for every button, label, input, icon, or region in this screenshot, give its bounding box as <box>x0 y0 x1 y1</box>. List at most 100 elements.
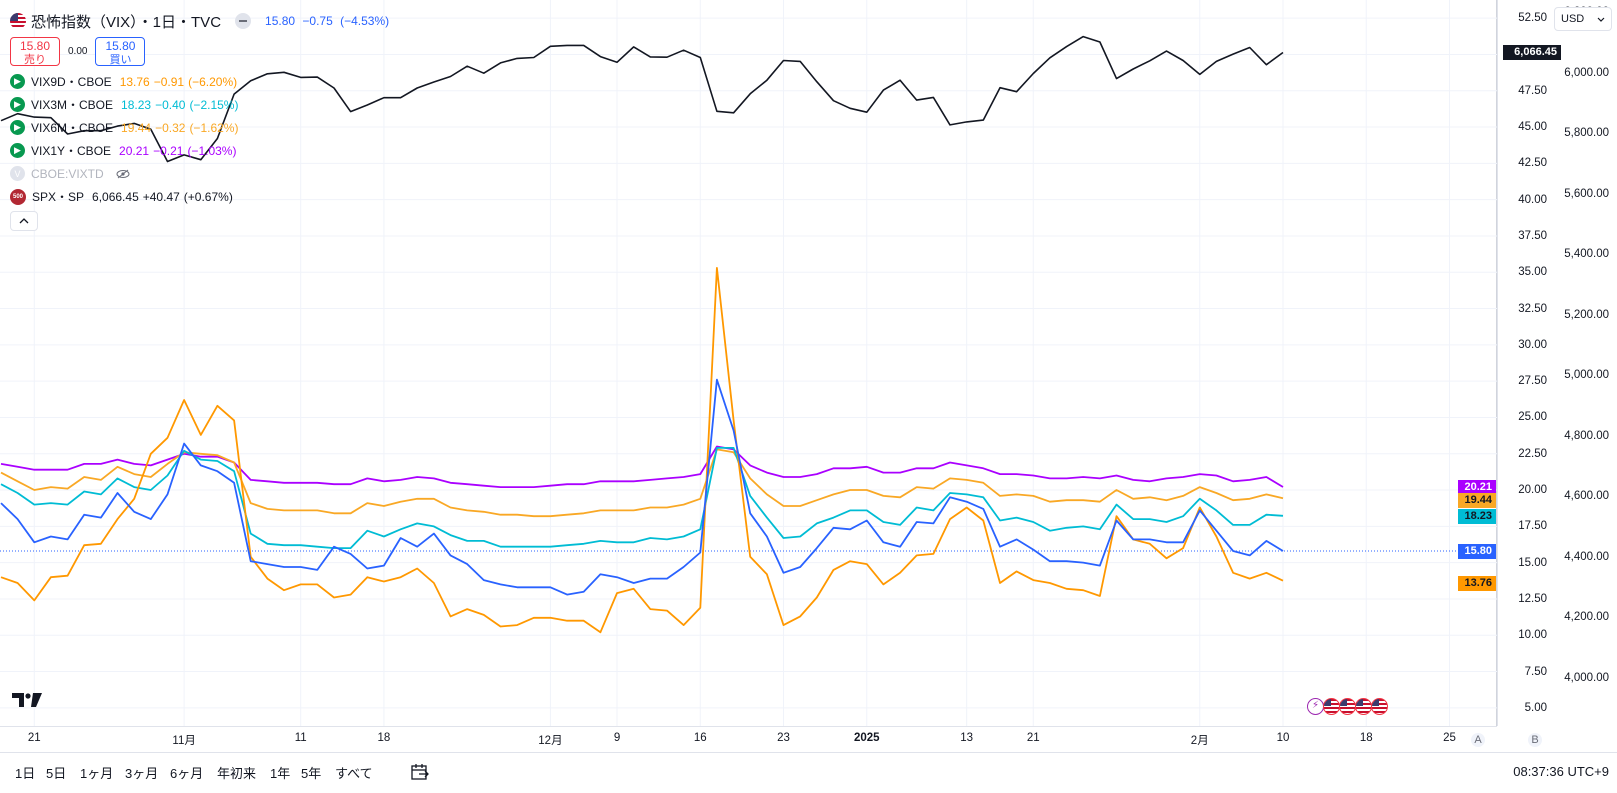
series-line-vix3m <box>0 446 1284 549</box>
spread: 0.00 <box>68 46 88 57</box>
price-label-vix3m: 18.23 <box>1458 508 1496 524</box>
chevron-down-icon <box>1597 17 1605 22</box>
range-button[interactable]: すべて <box>335 766 373 781</box>
left-axis-tick: 32.50 <box>1518 302 1547 315</box>
price-label-vix6m: 19.44 <box>1458 493 1496 509</box>
clock[interactable]: 08:37:36 UTC+9 <box>1513 764 1609 779</box>
left-axis-tick: 40.00 <box>1518 193 1547 206</box>
legend-row-vixtd[interactable]: V CBOE:VIXTD <box>10 162 393 185</box>
series-line-vix <box>0 378 1284 596</box>
series-value: 18.23 <box>121 97 152 112</box>
right-price-axis[interactable]: 6,200.006,000.005,800.005,600.005,400.00… <box>1554 0 1617 726</box>
series-line-vix9d <box>0 266 1284 634</box>
chevron-up-icon <box>19 218 29 224</box>
series-change-pct: (−1.03%) <box>187 143 237 158</box>
range-button[interactable]: 5日 <box>46 766 67 781</box>
legend: 恐怖指数（VIX）・1日・TVC 15.80 −0.75 (−4.53%) 15… <box>10 10 393 231</box>
range-button[interactable]: 5年 <box>301 766 322 781</box>
range-button[interactable]: 1ヶ月 <box>80 766 114 781</box>
price-label-vix1y: 20.21 <box>1458 480 1496 495</box>
time-axis-tick: 10 <box>1276 732 1290 744</box>
price-label-vix9d: 13.76 <box>1458 575 1496 591</box>
legend-row-vix1y[interactable]: ▶ VIX1Y・CBOE 20.21 −0.21 (−1.03%) <box>10 139 393 162</box>
range-button[interactable]: 6ヶ月 <box>170 766 204 781</box>
left-axis-tick: 37.50 <box>1518 229 1547 242</box>
right-axis-tick: 5,200.00 <box>1564 308 1609 321</box>
range-button[interactable]: 年初来 <box>217 766 257 781</box>
range-button[interactable]: 1年 <box>270 766 291 781</box>
us-flag-event-icon[interactable] <box>1323 698 1340 715</box>
tradingview-logo[interactable] <box>12 693 42 707</box>
time-axis[interactable]: 21 11月 11 18 12月 9 16 23 2025 13 21 2月 10 18 25 <box>0 726 1497 749</box>
left-axis-tick: 20.00 <box>1518 484 1547 497</box>
series-change-pct: (−6.20%) <box>188 74 238 89</box>
legend-row-vix6m[interactable]: ▶ VIX6M・CBOE 19.44 −0.32 (−1.62%) <box>10 116 393 139</box>
buy-button[interactable]: 15.80 買い <box>95 37 146 66</box>
series-name: VIX3M・CBOE <box>31 98 114 112</box>
left-axis-tick: 10.00 <box>1518 629 1547 642</box>
auto-scale-a-button[interactable]: A <box>1471 733 1485 747</box>
arrow-right-icon: ▶ <box>10 74 25 89</box>
time-axis-tick: 9 <box>613 732 621 744</box>
left-axis-tick: 45.00 <box>1518 121 1547 134</box>
price-change: −0.75 <box>302 14 333 28</box>
time-axis-tick: 11月 <box>172 735 196 747</box>
left-axis-tick: 7.50 <box>1524 665 1547 678</box>
price-label-spx: 6,066.45 <box>1503 45 1561 61</box>
collapse-legend-button[interactable] <box>10 211 38 231</box>
range-button[interactable]: 3ヶ月 <box>125 766 159 781</box>
left-price-axis[interactable]: 52.5050.0047.5045.0042.5040.0037.5035.00… <box>1497 0 1555 726</box>
right-axis-tick: 5,800.00 <box>1564 127 1609 140</box>
series-value: 19.44 <box>121 120 152 135</box>
chart-area[interactable]: 恐怖指数（VIX）・1日・TVC 15.80 −0.75 (−4.53%) 15… <box>0 0 1497 726</box>
legend-row-spx[interactable]: 500 SPX・SP 6,066.45 +40.47 (+0.67%) <box>10 185 393 208</box>
right-axis-tick: 4,800.00 <box>1564 429 1609 442</box>
time-axis-tick: 21 <box>27 732 41 744</box>
range-button[interactable]: 1日 <box>15 766 36 781</box>
buy-price: 15.80 <box>105 39 136 53</box>
market-status-icon[interactable] <box>235 13 252 29</box>
symbol-title[interactable]: 恐怖指数（VIX）・1日・TVC <box>31 13 222 31</box>
time-axis-tick: 12月 <box>538 735 563 747</box>
legend-row-vix9d[interactable]: ▶ VIX9D・CBOE 13.76 −0.91 (−6.20%) <box>10 70 393 93</box>
left-axis-tick: 25.00 <box>1518 411 1547 424</box>
legend-row-vix3m[interactable]: ▶ VIX3M・CBOE 18.23 −0.40 (−2.15%) <box>10 93 393 116</box>
bottom-toolbar: 1日 5日 1ヶ月 3ヶ月 6ヶ月 年初来 1年 5年 すべて 08:37:36 UTC+9 <box>0 752 1617 793</box>
left-axis-tick: 15.00 <box>1518 556 1547 569</box>
time-axis-tick: 21 <box>1026 732 1040 744</box>
series-change-pct: (+0.67%) <box>183 189 233 204</box>
lightning-event-icon[interactable]: ⚡ <box>1307 698 1324 715</box>
us-flag-event-icon[interactable] <box>1371 698 1388 715</box>
eye-hidden-icon[interactable] <box>116 169 130 179</box>
arrow-right-icon: ▶ <box>10 120 25 135</box>
currency-dropdown[interactable]: USD <box>1554 7 1612 31</box>
series-change: +40.47 <box>142 189 180 204</box>
chart-svg[interactable] <box>0 0 1497 726</box>
left-axis-tick: 27.50 <box>1518 375 1547 388</box>
series-change: −0.32 <box>155 120 186 135</box>
title-row: 恐怖指数（VIX）・1日・TVC 15.80 −0.75 (−4.53%) <box>10 10 393 32</box>
series-name: VIX6M・CBOE <box>31 121 114 135</box>
left-axis-tick: 47.50 <box>1518 84 1547 97</box>
left-axis-tick: 5.00 <box>1524 701 1547 714</box>
us-flag-event-icon[interactable] <box>1339 698 1356 715</box>
arrow-right-icon: ▶ <box>10 143 25 158</box>
us-flag-event-icon[interactable] <box>1355 698 1372 715</box>
series-line-spx <box>0 35 1284 163</box>
calendar-goto-icon[interactable] <box>410 762 430 782</box>
sell-button[interactable]: 15.80 売り <box>10 37 60 66</box>
left-axis-tick: 17.50 <box>1518 520 1547 533</box>
series-value: 13.76 <box>119 74 150 89</box>
series-name: VIX9D・CBOE <box>31 75 112 89</box>
right-axis-tick: 5,600.00 <box>1564 187 1609 200</box>
left-axis-tick: 52.50 <box>1518 12 1547 25</box>
symbol-v-icon: V <box>10 166 25 181</box>
left-axis-tick: 22.50 <box>1518 447 1547 460</box>
series-change: −0.91 <box>153 74 185 89</box>
left-axis-tick: 42.50 <box>1518 157 1547 170</box>
time-axis-tick: 23 <box>777 732 790 744</box>
right-axis-tick: 4,400.00 <box>1564 550 1609 563</box>
scale-b-button[interactable]: B <box>1528 733 1542 747</box>
time-axis-tick: 18 <box>377 732 391 744</box>
left-axis-tick: 30.00 <box>1518 338 1547 351</box>
